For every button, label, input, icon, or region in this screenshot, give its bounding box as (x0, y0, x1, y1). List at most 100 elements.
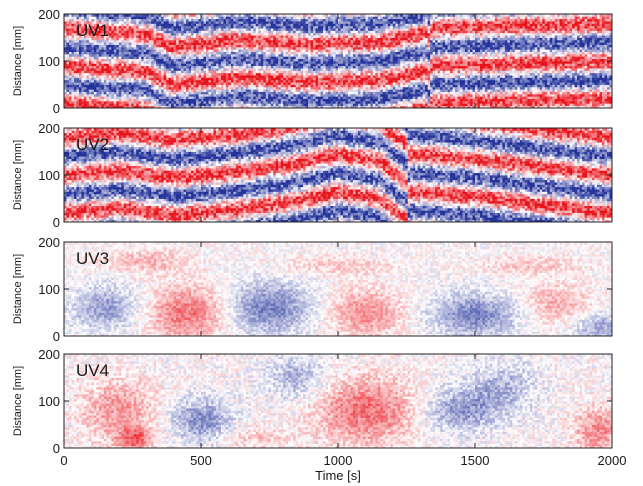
heatmap-cell (261, 23, 264, 26)
heatmap-cell (360, 26, 363, 29)
heatmap-cell (159, 38, 162, 41)
heatmap-cell (283, 47, 286, 50)
heatmap-cell (248, 61, 251, 64)
heatmap-cell (84, 66, 87, 69)
heatmap-cell (211, 68, 214, 71)
heatmap-cell (211, 23, 214, 26)
heatmap-cell (186, 63, 189, 66)
heatmap-cell (291, 66, 294, 69)
heatmap-cell (156, 33, 159, 36)
heatmap-cell (278, 96, 281, 99)
heatmap-cell (174, 68, 177, 71)
heatmap-cell (101, 49, 104, 52)
heatmap-cell (226, 47, 229, 50)
heatmap-cell (156, 30, 159, 33)
heatmap-cell (251, 89, 254, 92)
heatmap-cell (258, 61, 261, 64)
heatmap-cell (99, 82, 102, 85)
heatmap-cell (251, 70, 254, 73)
heatmap-cell (71, 30, 74, 33)
heatmap-cell (141, 73, 144, 76)
heatmap-cell (91, 68, 94, 71)
heatmap-cell (161, 68, 164, 71)
heatmap-cell (218, 49, 221, 52)
heatmap-cell (91, 77, 94, 80)
heatmap-cell (226, 82, 229, 85)
heatmap-cell (243, 89, 246, 92)
heatmap-cell (258, 99, 261, 102)
heatmap-cell (333, 33, 336, 36)
heatmap-cell (326, 94, 329, 97)
heatmap-cell (206, 85, 209, 88)
heatmap-cell (343, 101, 346, 104)
heatmap-cell (161, 33, 164, 36)
heatmap-cell (233, 103, 236, 106)
heatmap-cell (281, 23, 284, 26)
heatmap-cell (131, 73, 134, 76)
heatmap-cell (189, 28, 192, 31)
heatmap-cell (228, 85, 231, 88)
heatmap-cell (246, 94, 249, 97)
heatmap-cell (119, 99, 122, 102)
heatmap-cell (119, 82, 122, 85)
heatmap-cell (208, 87, 211, 90)
heatmap-cell (136, 56, 139, 59)
heatmap-cell (353, 16, 356, 19)
heatmap-cell (151, 52, 154, 55)
heatmap-cell (151, 40, 154, 43)
heatmap-cell (211, 49, 214, 52)
heatmap-cell (363, 92, 366, 95)
heatmap-cell (124, 16, 127, 19)
heatmap-cell (373, 38, 376, 41)
heatmap-cell (316, 45, 319, 48)
heatmap-cell (360, 66, 363, 69)
heatmap-cell (281, 82, 284, 85)
heatmap-cell (196, 70, 199, 73)
heatmap-cell (208, 63, 211, 66)
heatmap-cell (106, 85, 109, 88)
heatmap-cell (181, 26, 184, 29)
heatmap-cell (238, 87, 241, 90)
heatmap-cell (288, 59, 291, 62)
heatmap-cell (268, 33, 271, 36)
heatmap-cell (360, 35, 363, 38)
heatmap-cell (228, 30, 231, 33)
heatmap-cell (104, 87, 107, 90)
heatmap-cell (365, 96, 368, 99)
heatmap-cell (159, 21, 162, 24)
heatmap-cell (129, 61, 132, 64)
heatmap-cell (311, 26, 314, 29)
heatmap-cell (313, 66, 316, 69)
heatmap-cell (151, 80, 154, 83)
heatmap-cell (161, 99, 164, 102)
heatmap-cell (306, 52, 309, 55)
heatmap-cell (201, 94, 204, 97)
heatmap-cell (129, 49, 132, 52)
heatmap-cell (261, 82, 264, 85)
heatmap-cell (184, 35, 187, 38)
heatmap-cell (94, 40, 97, 43)
heatmap-cell (124, 61, 127, 64)
heatmap-cell (116, 89, 119, 92)
heatmap-cell (293, 16, 296, 19)
heatmap-cell (136, 40, 139, 43)
heatmap-cell (186, 103, 189, 106)
heatmap-cell (226, 26, 229, 29)
heatmap-cell (233, 63, 236, 66)
heatmap-cell (291, 16, 294, 19)
heatmap-cell (116, 42, 119, 45)
heatmap-cell (124, 38, 127, 41)
heatmap-cell (336, 56, 339, 59)
heatmap-cell (121, 33, 124, 36)
heatmap-cell (131, 66, 134, 69)
heatmap-cell (358, 45, 361, 48)
heatmap-cell (124, 45, 127, 48)
heatmap-cell (141, 75, 144, 78)
heatmap-cell (291, 26, 294, 29)
heatmap-cell (191, 73, 194, 76)
heatmap-cell (74, 99, 77, 102)
heatmap-cell (109, 61, 112, 64)
heatmap-cell (109, 49, 112, 52)
heatmap-cell (201, 47, 204, 50)
heatmap-cell (358, 70, 361, 73)
